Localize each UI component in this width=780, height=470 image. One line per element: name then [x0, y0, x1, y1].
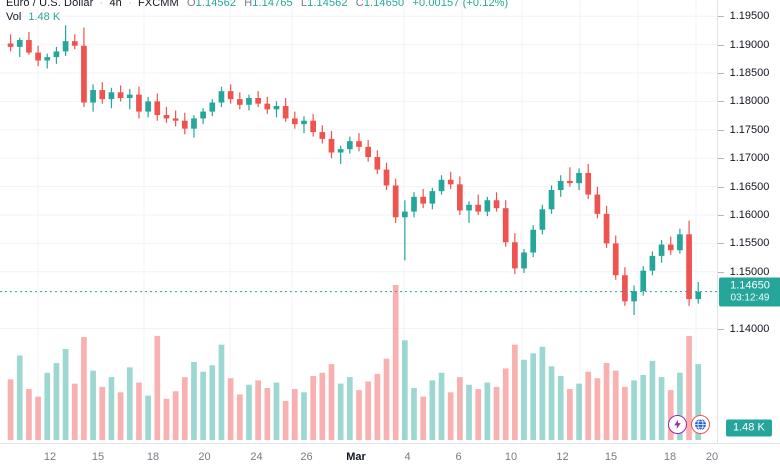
price-tick-dash	[718, 328, 724, 330]
price-tick-dash	[718, 44, 724, 46]
time-tick: 12	[556, 451, 569, 463]
chart-corner-buttons	[668, 415, 710, 434]
time-tick: 15	[604, 451, 618, 463]
chart-plot-area[interactable]: Euro / U.S. Dollar · 4h · FXCMM O1.14562…	[0, 0, 717, 443]
price-tick-dash	[718, 16, 724, 18]
time-tick: 6	[455, 451, 462, 463]
price-tick: 1.17000	[718, 152, 780, 164]
price-tick-dash	[718, 243, 724, 245]
time-tick: 20	[705, 451, 719, 463]
volume-value-badge[interactable]: 1.48 K	[726, 419, 772, 437]
price-axis[interactable]: 1.19500 1.19000 1.18500 1.18000 1.17500 1.170…	[717, 0, 780, 443]
price-tick-dash	[718, 271, 724, 273]
candlestick-series	[7, 25, 702, 440]
last-price-value: 1.14650	[730, 279, 770, 292]
price-line-overlay	[0, 291, 717, 293]
price-tick-dash	[718, 101, 724, 103]
time-tick: 4	[404, 451, 411, 463]
price-tick: 1.16500	[718, 181, 780, 193]
price-tick: 1.19000	[718, 39, 780, 51]
time-tick: 18	[146, 451, 160, 463]
time-tick: 24	[250, 451, 263, 463]
time-tick: 10	[504, 451, 518, 463]
time-tick: 26	[300, 451, 313, 463]
globe-icon[interactable]	[691, 415, 710, 434]
last-price-badge[interactable]: 1.14650 03:12:49	[719, 277, 780, 307]
chart-gridlines	[0, 0, 717, 443]
price-tick: 1.19500	[718, 10, 780, 22]
price-tick-dash	[718, 158, 724, 160]
price-tick: 1.15000	[718, 266, 780, 278]
price-tick: 1.17500	[718, 124, 780, 136]
price-tick-dash	[718, 186, 724, 188]
price-tick-dash	[718, 73, 724, 74]
lightning-bolt-icon[interactable]	[668, 415, 687, 434]
time-tick: 15	[91, 451, 105, 463]
price-tick: 1.18000	[718, 95, 780, 107]
time-tick: Mar	[346, 451, 366, 463]
price-tick-dash	[718, 129, 724, 131]
price-tick: 1.18500	[718, 67, 780, 79]
price-tick: 1.15500	[718, 237, 780, 249]
time-tick: 18	[663, 451, 677, 463]
time-tick: 20	[198, 451, 211, 463]
bar-countdown: 03:12:49	[730, 292, 770, 304]
price-tick: 1.14000	[718, 323, 780, 335]
price-tick: 1.16000	[718, 209, 780, 221]
time-tick: 12	[43, 451, 57, 463]
price-tick-dash	[718, 215, 724, 216]
time-axis[interactable]: 12 15 18 20 24 26 Mar 4 6 10 12 15 18 20	[0, 443, 780, 470]
